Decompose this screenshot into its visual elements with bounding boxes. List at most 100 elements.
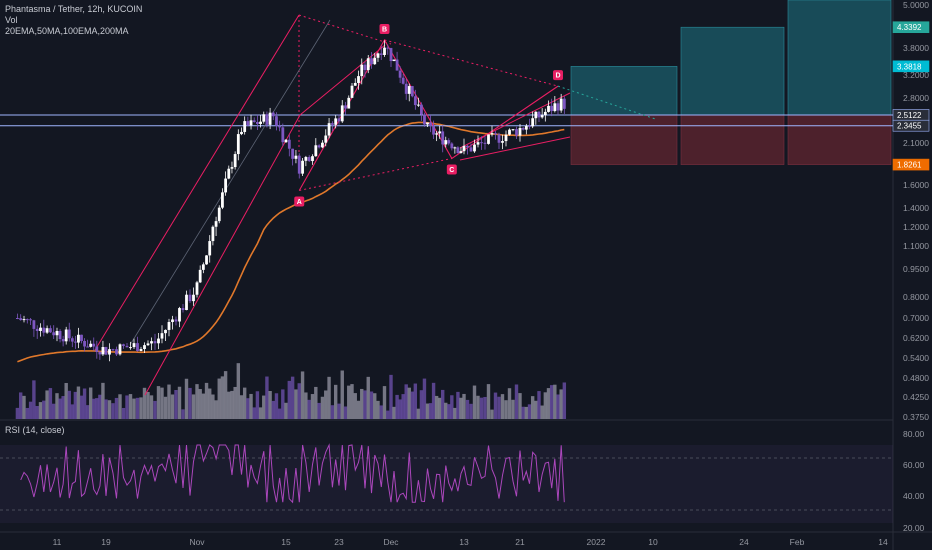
- volume-bar: [208, 388, 212, 419]
- target-zone-1: [570, 66, 678, 116]
- price-label-3: 2.5122: [897, 111, 922, 120]
- candle-body: [70, 338, 74, 342]
- volume-bar: [441, 389, 445, 419]
- candle-body: [281, 127, 285, 143]
- channel-line-1: [94, 14, 300, 351]
- volume-bar: [15, 407, 20, 419]
- volume-bar: [170, 394, 175, 419]
- candle-body: [178, 308, 181, 322]
- volume-bar: [310, 394, 315, 419]
- volume-bar: [317, 402, 321, 419]
- candle-body: [562, 98, 566, 109]
- candle-body: [181, 308, 185, 311]
- time-tick-label: Dec: [383, 537, 399, 547]
- candle-body: [86, 346, 90, 348]
- volume-bar: [284, 402, 288, 419]
- candle-body: [201, 264, 205, 270]
- candle-body: [92, 343, 96, 347]
- candle-body: [217, 207, 221, 222]
- volume-bar: [88, 387, 93, 419]
- candle-body: [227, 168, 231, 179]
- volume-bar: [255, 391, 260, 419]
- time-tick-label: Nov: [189, 537, 205, 547]
- candle-body: [16, 318, 19, 319]
- candle-body: [139, 349, 143, 352]
- price-tick-label: 3.8000: [903, 43, 929, 53]
- candle-body: [64, 329, 68, 342]
- ac-dotted-line: [299, 157, 452, 191]
- volume-bar: [337, 403, 341, 419]
- candle-body: [224, 178, 228, 193]
- candle-body: [357, 76, 360, 83]
- volume-bar: [146, 391, 150, 419]
- volume-bar: [500, 394, 505, 419]
- volume-bar: [456, 391, 460, 419]
- volume-bar: [233, 386, 237, 419]
- candle-body: [407, 86, 411, 94]
- volume-bar: [518, 393, 522, 419]
- candle-body: [518, 128, 522, 136]
- volume-bar: [268, 390, 272, 419]
- candle-body: [61, 339, 65, 342]
- volume-bar: [353, 393, 357, 419]
- volume-bar: [70, 404, 75, 419]
- stop-zone-2: [680, 114, 785, 165]
- candle-body: [450, 143, 454, 149]
- candle-body: [504, 134, 508, 142]
- candle-body: [252, 120, 256, 123]
- volume-bar: [125, 395, 129, 419]
- candle-body: [311, 156, 314, 162]
- candle-body: [416, 104, 420, 106]
- volume-bar: [434, 395, 439, 419]
- volume-bar: [58, 398, 62, 419]
- volume-bar: [360, 388, 364, 419]
- volume-bar: [217, 378, 221, 419]
- candle-body: [426, 122, 429, 125]
- target-zone-2: [680, 26, 785, 116]
- candle-body: [214, 221, 218, 227]
- candle-body: [153, 341, 157, 344]
- candle-body: [556, 103, 560, 111]
- volume-bar: [413, 383, 418, 419]
- candle-body: [321, 142, 324, 148]
- candle-body: [143, 345, 146, 350]
- candle-body: [363, 64, 367, 71]
- volume-bar: [504, 400, 508, 419]
- volume-bar: [52, 403, 56, 419]
- candle-body: [304, 157, 308, 161]
- candle-body: [480, 142, 483, 144]
- price-label-bg-1: [892, 21, 930, 34]
- volume-bar: [527, 404, 532, 419]
- volume-bar: [343, 406, 348, 419]
- volume-bar: [22, 395, 26, 419]
- time-tick-label: 19: [101, 537, 111, 547]
- candle-body: [501, 141, 504, 143]
- candle-body: [314, 145, 318, 157]
- time-tick-label: Feb: [790, 537, 805, 547]
- candle-body: [136, 343, 139, 352]
- candle-body: [528, 126, 531, 128]
- candle-body: [453, 147, 457, 149]
- volume-bar: [142, 387, 147, 419]
- candle-body: [435, 133, 439, 135]
- price-tick-label: 1.6000: [903, 180, 929, 190]
- candle-body: [98, 351, 102, 355]
- volume-bar: [401, 394, 405, 419]
- candle-body: [508, 129, 511, 135]
- candle-body: [392, 59, 396, 62]
- time-tick-label: 21: [515, 537, 525, 547]
- time-tick-label: 10: [648, 537, 658, 547]
- time-tick-label: 23: [334, 537, 344, 547]
- candle-body: [360, 64, 364, 77]
- vol-legend: Vol: [5, 15, 18, 25]
- volume-bar: [274, 393, 279, 419]
- volume-bar: [236, 363, 241, 419]
- candle-body: [559, 98, 563, 111]
- volume-bar: [540, 405, 544, 419]
- price-label-2: 3.3818: [897, 62, 922, 71]
- volume-bar: [340, 370, 344, 419]
- volume-bar: [483, 396, 487, 419]
- price-tick-label: 2.1000: [903, 138, 929, 148]
- candle-body: [19, 318, 23, 321]
